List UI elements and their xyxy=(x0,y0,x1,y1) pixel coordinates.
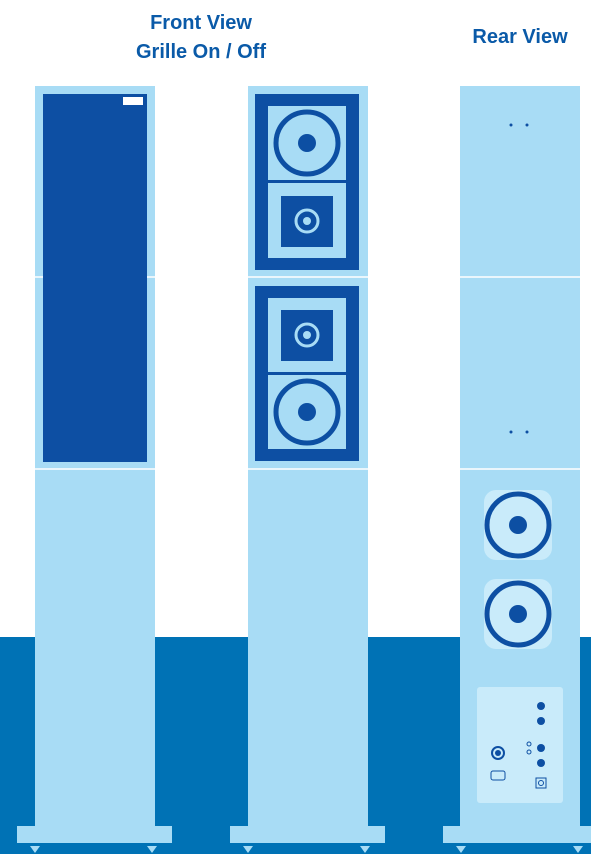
rear-title: Rear View xyxy=(472,26,568,48)
tower-grille-off xyxy=(230,86,385,853)
front-subtitle: Grille On / Off xyxy=(136,41,266,63)
tower-grille-on xyxy=(17,86,172,853)
tower-rear xyxy=(443,86,591,853)
front-title: Front View xyxy=(150,12,252,34)
